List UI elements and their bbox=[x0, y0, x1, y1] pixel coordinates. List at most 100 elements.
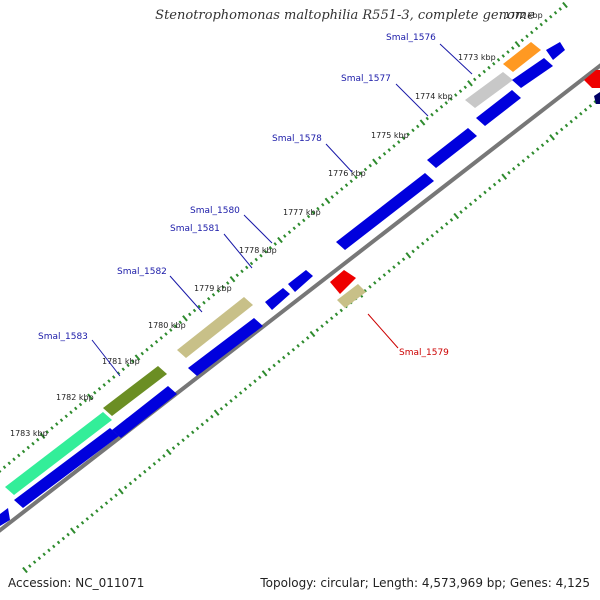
feature-minus-yellow[interactable] bbox=[337, 284, 366, 308]
feature-blue-2[interactable] bbox=[512, 58, 553, 88]
feature-smal-1579[interactable] bbox=[330, 270, 356, 294]
inner-ticks-tick-35 bbox=[190, 430, 195, 435]
outer-ticks-tick-8 bbox=[31, 441, 35, 446]
outer-ticks-tick-91 bbox=[425, 116, 429, 121]
feature-blue-8[interactable] bbox=[14, 428, 119, 508]
inner-ticks-tick-55 bbox=[286, 351, 291, 356]
inner-ticks-tick-89 bbox=[449, 218, 454, 222]
gene-label-smal-1578[interactable]: Smal_1578 bbox=[272, 134, 322, 144]
feature-blue-1[interactable] bbox=[546, 42, 565, 60]
tick-label-1777: 1777 kbp bbox=[283, 208, 321, 217]
inner-ticks-tick-96 bbox=[483, 190, 487, 195]
inner-ticks-tick-105 bbox=[526, 155, 530, 159]
outer-ticks-tick-65 bbox=[302, 218, 306, 223]
feature-blue-9[interactable] bbox=[0, 508, 10, 526]
feature-blue-5[interactable] bbox=[336, 173, 434, 250]
outer-ticks-tick-25 bbox=[112, 375, 116, 379]
inner-ticks-tick-111 bbox=[555, 131, 559, 136]
inner-ticks-tick-11 bbox=[75, 524, 80, 529]
outer-ticks-tick-48 bbox=[221, 285, 225, 289]
inner-ticks-tick-31 bbox=[171, 446, 176, 450]
outer-ticks-tick-58 bbox=[268, 246, 273, 250]
outer-ticks-tick-72 bbox=[335, 191, 339, 195]
outer-ticks-tick-93 bbox=[435, 108, 439, 113]
inner-ticks-tick-74 bbox=[377, 277, 382, 281]
inner-ticks-tick-83 bbox=[420, 241, 425, 246]
inner-ticks-tick-118 bbox=[588, 104, 593, 108]
inner-ticks-tick-64 bbox=[329, 316, 334, 321]
inner-ticks-tick-30 bbox=[165, 448, 172, 456]
outer-ticks-tick-43 bbox=[197, 304, 201, 309]
tick-label-1774: 1774 kbp bbox=[415, 92, 453, 101]
gene-label-smal-1580[interactable]: Smal_1580 bbox=[190, 206, 240, 216]
inner-ticks-tick-46 bbox=[243, 387, 248, 391]
outer-ticks-tick-50 bbox=[229, 275, 236, 283]
gene-label-smal-1576[interactable]: Smal_1576 bbox=[386, 33, 436, 43]
tick-label-1778: 1778 kbp bbox=[239, 246, 277, 255]
inner-ticks-tick-86 bbox=[435, 229, 439, 234]
gene-label-smal-1581[interactable]: Smal_1581 bbox=[170, 224, 220, 234]
outer-ticks-tick-95 bbox=[444, 101, 448, 105]
outer-ticks-tick-113 bbox=[530, 30, 534, 35]
outer-ticks-tick-41 bbox=[188, 312, 192, 317]
outer-ticks-tick-68 bbox=[316, 206, 320, 211]
inner-ticks-tick-72 bbox=[368, 285, 372, 289]
feature-smal-1578[interactable] bbox=[427, 128, 477, 168]
leader-smal-1578 bbox=[325, 143, 353, 173]
inner-ticks-tick-117 bbox=[583, 108, 588, 112]
inner-ticks-tick-58 bbox=[301, 340, 305, 344]
feature-blue-6[interactable] bbox=[188, 318, 263, 376]
inner-ticks-tick-102 bbox=[512, 167, 516, 171]
feature-blue-7[interactable] bbox=[112, 386, 177, 438]
outer-ticks-tick-59 bbox=[273, 242, 277, 246]
feature-smal-1583[interactable] bbox=[103, 366, 167, 416]
inner-ticks-tick-6 bbox=[52, 544, 56, 549]
inner-ticks-tick-100 bbox=[501, 173, 508, 180]
feature-smal-1577[interactable] bbox=[465, 72, 513, 108]
outer-ticks-tick-111 bbox=[520, 38, 524, 43]
outer-ticks-tick-70 bbox=[324, 197, 331, 205]
leader-smal-1582 bbox=[169, 275, 203, 313]
inner-ticks-tick-115 bbox=[574, 115, 578, 120]
inner-ticks-tick-25 bbox=[143, 469, 147, 474]
tick-label-1773: 1773 kbp bbox=[458, 53, 496, 62]
outer-ticks-tick-78 bbox=[363, 167, 368, 172]
tick-labels: 1772 kbp 1773 kbp 1774 kbp 1775 kbp 1776… bbox=[10, 11, 543, 438]
tick-label-1776: 1776 kbp bbox=[328, 169, 366, 178]
inner-ticks-tick-40 bbox=[213, 409, 220, 416]
gene-label-smal-1583[interactable]: Smal_1583 bbox=[38, 332, 88, 342]
outer-ticks-tick-90 bbox=[419, 119, 426, 126]
outer-ticks-tick-29 bbox=[131, 359, 135, 364]
feature-navy-right[interactable] bbox=[594, 92, 600, 104]
feature-smal-1584[interactable] bbox=[5, 412, 112, 495]
inner-ticks-tick-98 bbox=[492, 182, 497, 187]
inner-ticks-tick-76 bbox=[387, 269, 391, 273]
outer-ticks-tick-33 bbox=[150, 343, 154, 348]
inner-ticks-tick-19 bbox=[114, 493, 118, 498]
gene-label-smal-1577[interactable]: Smal_1577 bbox=[341, 74, 391, 84]
inner-ticks-tick-37 bbox=[200, 422, 205, 427]
feature-smal-1576[interactable] bbox=[503, 42, 541, 72]
inner-ticks-tick-85 bbox=[430, 233, 435, 238]
outer-ticks-tick-37 bbox=[169, 328, 173, 332]
inner-ticks-tick-18 bbox=[109, 497, 113, 501]
inner-ticks-tick-45 bbox=[238, 391, 243, 395]
feature-smal-1581[interactable] bbox=[265, 288, 290, 310]
gene-label-smal-1582[interactable]: Smal_1582 bbox=[117, 267, 167, 277]
outer-ticks-tick-92 bbox=[430, 112, 434, 117]
inner-ticks-tick-13 bbox=[85, 517, 90, 521]
inner-ticks-tick-43 bbox=[229, 399, 233, 403]
feature-red-right[interactable] bbox=[584, 70, 600, 88]
outer-ticks-tick-77 bbox=[359, 171, 363, 176]
feature-smal-1582[interactable] bbox=[177, 297, 253, 358]
inner-ticks-tick-27 bbox=[152, 462, 157, 466]
feature-smal-1580[interactable] bbox=[288, 270, 313, 292]
inner-ticks-tick-32 bbox=[176, 442, 181, 446]
inner-ticks-tick-109 bbox=[545, 139, 550, 144]
gene-label-smal-1579[interactable]: Smal_1579 bbox=[399, 348, 449, 358]
outer-ticks-tick-35 bbox=[159, 336, 163, 340]
inner-ticks-tick-34 bbox=[186, 434, 190, 439]
feature-blue-3[interactable] bbox=[476, 90, 521, 126]
outer-ticks-tick-83 bbox=[387, 148, 391, 152]
inner-ticks-tick-93 bbox=[468, 202, 473, 206]
